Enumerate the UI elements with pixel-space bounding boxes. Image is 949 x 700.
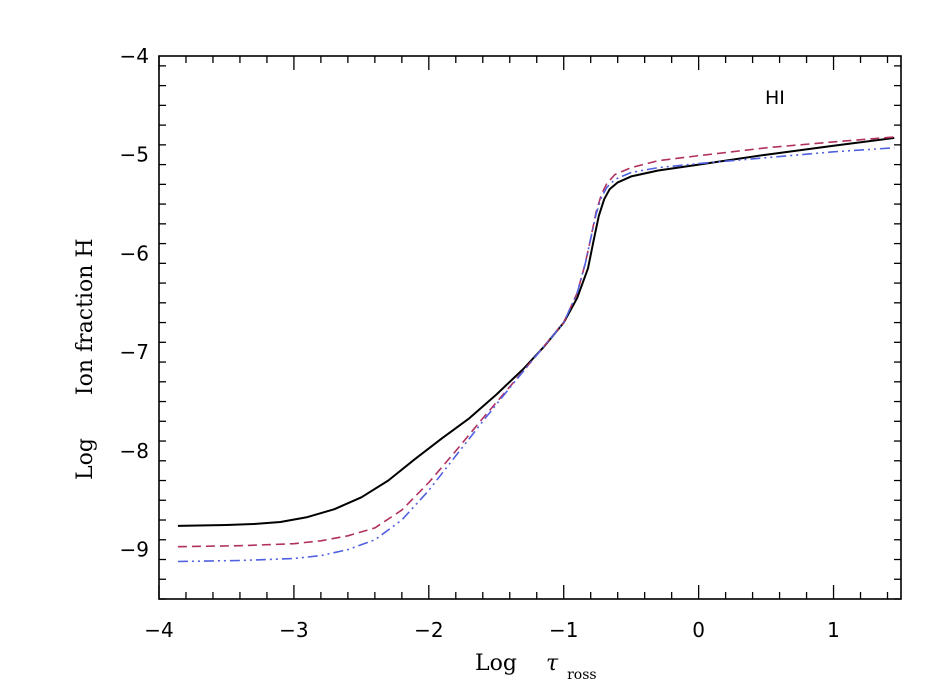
series-layer	[177, 136, 895, 563]
x-tick-label: −1	[549, 618, 578, 642]
y-axis-title-main: Ion fraction H	[73, 238, 98, 395]
x-axis-title-subscript: ross	[567, 667, 597, 683]
y-tick-label: −8	[120, 439, 149, 463]
y-axis-title-log: Log	[73, 438, 98, 480]
x-tick-label: −3	[279, 618, 308, 642]
y-tick-label: −9	[120, 538, 149, 562]
x-tick-label: 1	[827, 618, 840, 642]
svg-text:Log Ion fraction H: Log Ion fraction H	[73, 238, 98, 480]
x-axis-title-log: Log	[475, 651, 517, 676]
x-axis-title: Log τ ross	[475, 651, 597, 683]
y-tick-label: −4	[120, 44, 149, 68]
annotation-hi: HI	[765, 87, 785, 109]
x-tick-label: −4	[144, 618, 173, 642]
y-tick-label: −7	[120, 340, 149, 364]
x-axis-title-symbol: τ	[546, 651, 559, 676]
labels-layer: −4 −3 −2 −1 0 1 −9 −8 −7 −6 −5 −4	[120, 44, 840, 642]
y-axis-title: Log Ion fraction H	[73, 238, 98, 480]
series-2-line	[177, 136, 895, 548]
x-tick-label: −2	[414, 618, 443, 642]
series-3-line	[177, 147, 895, 563]
plot-frame	[158, 55, 902, 600]
y-tick-label: −6	[120, 241, 149, 265]
y-tick-label: −5	[120, 143, 149, 167]
x-tick-label: 0	[692, 618, 705, 642]
